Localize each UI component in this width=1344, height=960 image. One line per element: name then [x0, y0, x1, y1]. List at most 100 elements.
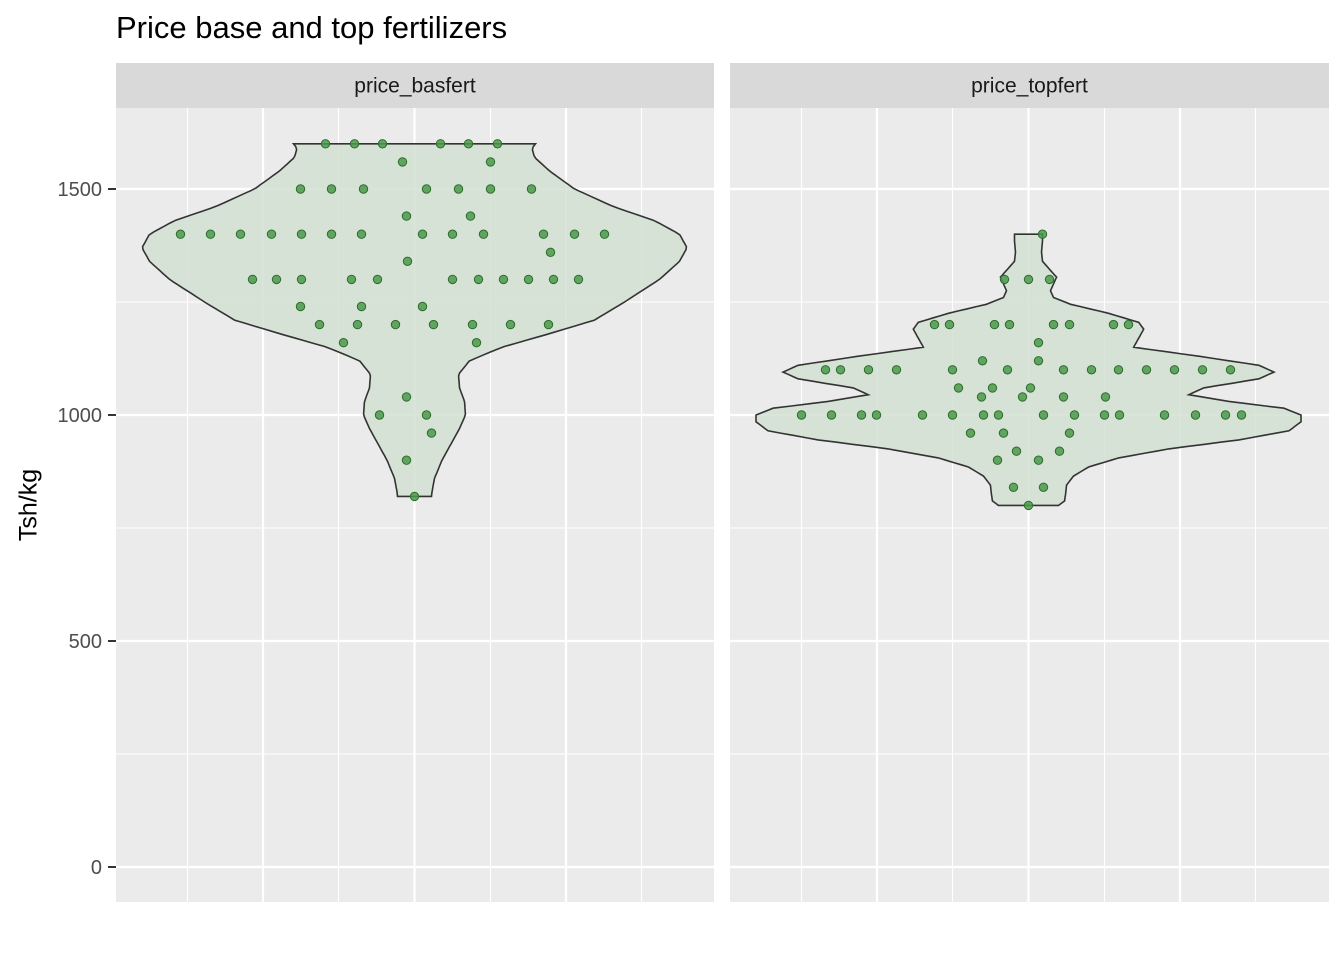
data-point [1011, 446, 1022, 456]
facet-strip [730, 63, 1329, 108]
data-point [1008, 482, 1019, 492]
data-point [573, 274, 584, 285]
data-point [175, 229, 186, 239]
data-point [266, 229, 277, 239]
data-point [944, 319, 955, 330]
data-point [485, 157, 496, 167]
data-point [569, 229, 580, 239]
data-point [447, 274, 458, 285]
data-point [421, 410, 432, 420]
data-point [1190, 410, 1201, 420]
data-point [356, 301, 367, 312]
data-point [1114, 410, 1125, 420]
data-point [447, 229, 458, 239]
data-point [1025, 383, 1036, 393]
data-point [471, 338, 482, 348]
data-point [338, 338, 349, 348]
data-point [953, 383, 964, 393]
data-point [1169, 365, 1180, 375]
data-point [377, 139, 388, 149]
y-tick-label: 500 [69, 631, 102, 653]
data-point [1048, 319, 1059, 330]
data-point [1033, 455, 1044, 465]
data-point [428, 319, 439, 330]
data-point [1064, 428, 1075, 438]
data-point [492, 139, 503, 149]
data-point [356, 229, 367, 239]
data-point [295, 184, 306, 194]
data-point [1023, 500, 1034, 511]
data-point [1099, 410, 1110, 420]
data-point [1058, 365, 1069, 375]
data-point [976, 392, 987, 402]
data-point [235, 229, 246, 239]
data-point [599, 229, 610, 239]
chart-title: Price base and top fertilizers [116, 10, 508, 45]
data-point [871, 410, 882, 420]
data-point [485, 184, 496, 194]
data-point [1038, 410, 1049, 420]
data-point [1236, 410, 1247, 420]
data-point [989, 319, 1000, 330]
data-point [205, 229, 216, 239]
data-point [349, 139, 360, 149]
facet-panel-price_topfert: price_topfert [730, 63, 1329, 902]
facet-strip-label: price_basfert [354, 75, 476, 98]
data-point [478, 229, 489, 239]
data-point [1033, 338, 1044, 348]
data-point [314, 319, 325, 330]
data-point [453, 184, 464, 194]
data-point [543, 319, 554, 330]
data-point [1023, 274, 1034, 285]
data-point [993, 410, 1004, 420]
data-point [1002, 365, 1013, 375]
data-point [374, 410, 385, 420]
data-point [417, 229, 428, 239]
data-point [296, 274, 307, 285]
data-point [467, 319, 478, 330]
y-tick-label: 0 [91, 857, 102, 879]
data-point [320, 139, 331, 149]
data-point [498, 274, 509, 285]
data-point [523, 274, 534, 285]
data-point [435, 139, 446, 149]
facet-strip-label: price_topfert [971, 75, 1088, 98]
data-point [358, 184, 369, 194]
data-point [917, 410, 928, 420]
data-point [947, 410, 958, 420]
data-point [352, 319, 363, 330]
data-point [1100, 392, 1111, 402]
data-point [426, 428, 437, 438]
data-point [978, 410, 989, 420]
data-point [421, 184, 432, 194]
data-point [1141, 365, 1152, 375]
data-point [1038, 482, 1049, 492]
data-point [1069, 410, 1080, 420]
data-point [271, 274, 282, 285]
data-point [1044, 274, 1055, 285]
data-point [1037, 229, 1048, 239]
facet-strip [116, 63, 714, 108]
data-point [820, 365, 831, 375]
data-point [417, 301, 428, 312]
data-point [402, 256, 413, 266]
data-point [1159, 410, 1170, 420]
data-point [401, 211, 412, 221]
data-point [1123, 319, 1134, 330]
violin-shape [141, 143, 688, 498]
data-point [987, 383, 998, 393]
data-point [326, 229, 337, 239]
data-point [1086, 365, 1097, 375]
data-point [965, 428, 976, 438]
data-point [1017, 392, 1028, 402]
data-point [1113, 365, 1124, 375]
data-point [401, 455, 412, 465]
data-point [295, 301, 306, 312]
data-point [863, 365, 874, 375]
data-point [998, 428, 1009, 438]
data-point [999, 274, 1010, 285]
data-point [977, 356, 988, 366]
data-point [1220, 410, 1231, 420]
data-point [1033, 356, 1044, 366]
data-point [401, 392, 412, 402]
